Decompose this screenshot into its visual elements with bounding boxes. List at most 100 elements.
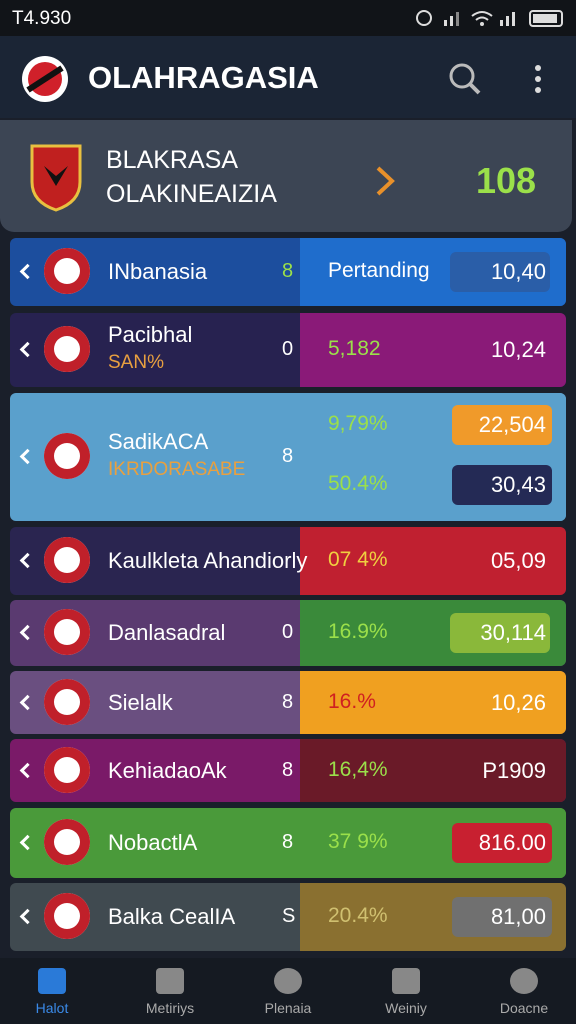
- nav-item[interactable]: Weiniy: [356, 958, 456, 1024]
- stat-label: 16.9%: [328, 620, 388, 643]
- team-badge: [44, 433, 90, 479]
- stat-value: 22,504: [478, 412, 546, 437]
- nav-icon: [510, 968, 538, 994]
- match-row[interactable]: NobactlA 8 37 9% 816.00: [10, 808, 566, 878]
- clock: T4.930: [12, 8, 72, 29]
- team-name: SadikACA: [108, 429, 209, 454]
- nav-label: Halot: [35, 1000, 69, 1016]
- team-subtitle: SAN%: [108, 352, 164, 373]
- featured-card[interactable]: BLAKRASA OLAKINEAIZIA 108: [0, 120, 572, 232]
- stat-label: Pertanding: [328, 259, 430, 282]
- chevron: [19, 762, 36, 778]
- team-subtitle: IKRDORASABE: [108, 459, 246, 480]
- nav-item[interactable]: Halot: [2, 958, 102, 1024]
- stat-value: P1909: [482, 757, 546, 783]
- team-name: Kaulkleta Ahandiorly: [108, 548, 308, 573]
- value-pill: [452, 823, 552, 863]
- value-pill: [452, 465, 552, 505]
- team-badge: [44, 746, 90, 793]
- stat-label: 9,79%: [328, 412, 388, 435]
- nav-icon: [156, 968, 184, 994]
- row-stats-panel: [300, 527, 566, 595]
- value-pill: [452, 897, 552, 937]
- match-row[interactable]: Danlasadral 0 16.9% 30,114: [10, 600, 566, 666]
- stat-label: 20.4%: [328, 904, 388, 927]
- row-marker: 0: [282, 621, 294, 643]
- row-marker: 8: [282, 445, 294, 467]
- team-name: KehiadaoAk: [108, 757, 227, 783]
- team-name: Balka CealIA: [108, 904, 236, 929]
- match-row[interactable]: SadikACA IKRDORASABE 8 9,79% 22,504 50.4% 30,4…: [10, 393, 566, 521]
- featured-line: OLAKINEAIZIA: [106, 180, 277, 208]
- match-row[interactable]: KehiadaoAk 8 16,4% P1909: [10, 739, 566, 802]
- team-name: NobactlA: [108, 830, 198, 855]
- team-crest: [30, 144, 82, 212]
- logo: [22, 56, 68, 102]
- chevron: [19, 694, 36, 710]
- nav-icon: [274, 968, 302, 994]
- header-actions[interactable]: [446, 60, 556, 100]
- match-row[interactable]: Sielalk 8 16.% 10,26: [10, 671, 566, 734]
- team-name: INbanasia: [108, 259, 208, 284]
- stat-value: 81,00: [490, 904, 546, 929]
- nav-item[interactable]: Metiriys: [120, 958, 220, 1024]
- nav-item[interactable]: Plenaia: [238, 958, 338, 1024]
- row-marker: 8: [282, 260, 294, 282]
- chevron: [19, 448, 36, 465]
- stat-value: 816.00: [478, 830, 546, 855]
- featured-line: BLAKRASA: [106, 146, 239, 174]
- nav-label: Metiriys: [145, 1000, 195, 1016]
- row-stats-panel: [300, 313, 566, 387]
- row-marker: 0: [282, 338, 294, 360]
- team-badge: [44, 893, 90, 939]
- status-icons: [416, 10, 563, 27]
- team-badge: [44, 537, 90, 583]
- team-name: Sielalk: [108, 689, 173, 715]
- stat-label: 37 9%: [328, 830, 388, 853]
- match-row[interactable]: INbanasia 8 Pertanding 10,40: [10, 238, 566, 306]
- bottom-nav: Halot Metiriys Plenaia Weiniy Doacne: [0, 958, 576, 1024]
- featured-value: 108: [476, 160, 537, 201]
- row-stats-panel: [300, 739, 566, 802]
- row-marker: 8: [282, 690, 294, 713]
- stat-value: 10,26: [490, 689, 546, 715]
- nav-label: Doacne: [499, 1000, 549, 1016]
- value-pill: [450, 252, 550, 292]
- team-badge: [44, 678, 90, 725]
- value-pill: [450, 613, 550, 653]
- match-row[interactable]: Pacibhal SAN% 0 5,182 10,24: [10, 313, 566, 387]
- team-badge: [44, 609, 90, 655]
- app-header: OLAHRAGASIA: [0, 36, 576, 118]
- team-badge: [44, 248, 90, 294]
- chevron: [376, 166, 395, 196]
- status-bar: T4.930: [0, 0, 576, 36]
- stat-value: 10,24: [490, 337, 546, 362]
- match-row[interactable]: Balka CealIA S 20.4% 81,00: [10, 883, 566, 951]
- app-title: OLAHRAGASIA: [88, 60, 319, 95]
- stat-label: 50.4%: [328, 472, 388, 495]
- stat-label: 07 4%: [328, 548, 388, 571]
- nav-label: Weiniy: [385, 1000, 427, 1016]
- chevron: [19, 908, 36, 925]
- row-marker: 8: [282, 831, 294, 853]
- stat-value: 30,43: [490, 472, 546, 497]
- chevron: [19, 341, 36, 358]
- stat-value: 10,40: [490, 259, 546, 284]
- nav-label: Plenaia: [264, 1000, 312, 1016]
- team-name: Danlasadral: [108, 620, 226, 645]
- nav-icon: [392, 968, 420, 994]
- row-stats-panel: [300, 671, 566, 734]
- chevron: [19, 552, 36, 569]
- chevron: [19, 624, 36, 641]
- value-pill: [452, 405, 552, 445]
- nav-item[interactable]: Doacne: [474, 958, 574, 1024]
- row-marker: S: [282, 905, 296, 927]
- match-row[interactable]: Kaulkleta Ahandiorly 07 4% 05,09: [10, 527, 566, 595]
- stat-value: 05,09: [490, 548, 546, 573]
- stat-label: 16,4%: [328, 757, 388, 781]
- stat-label: 5,182: [328, 337, 381, 360]
- chevron: [19, 263, 36, 280]
- stat-value: 30,114: [480, 620, 546, 645]
- team-badge: [44, 326, 90, 372]
